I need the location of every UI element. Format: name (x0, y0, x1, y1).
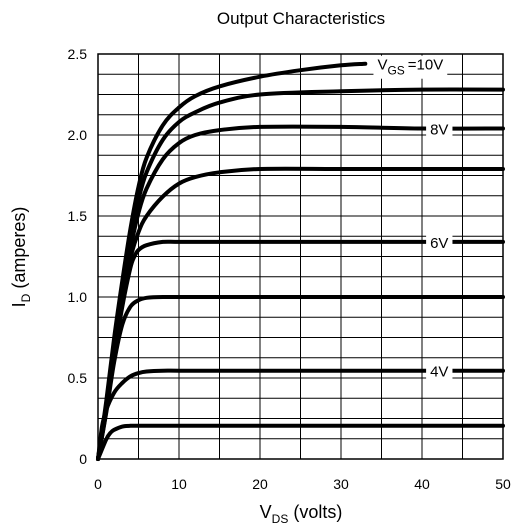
curve-label-background (426, 120, 453, 140)
curve-series-7 (96, 368, 505, 461)
x-tick-labels: 0 10 20 30 40 50 (94, 476, 511, 492)
curve-label-text: 4V (430, 364, 448, 381)
x-tick-label: 20 (252, 476, 268, 492)
x-tick-label: 50 (495, 476, 511, 492)
curve-label-text: 6V (430, 235, 448, 252)
curve-label-text: 8V (430, 122, 448, 139)
y-tick-labels: 0 0.5 1.0 1.5 2.0 2.5 (68, 46, 88, 467)
y-tick-label: 0.5 (68, 370, 88, 386)
grid (98, 54, 503, 459)
y-axis-label: ID (amperes) (9, 207, 33, 308)
x-tick-label: 30 (333, 476, 349, 492)
plot-border (97, 53, 504, 460)
curve-series-6 (96, 294, 505, 461)
y-tick-label: 1.5 (68, 208, 88, 224)
curve-labels: VGS =10V 8V 6V 4V (373, 55, 453, 382)
curve-label-6v: 6V (426, 233, 453, 253)
curve-label-background (426, 362, 453, 382)
curve-label-text: VGS =10V (377, 57, 443, 78)
curve-label-background (373, 55, 448, 79)
plot-frame (97, 53, 504, 460)
curves (96, 61, 505, 461)
y-tick-label: 0 (79, 451, 87, 467)
y-tick-label: 2.5 (68, 46, 88, 62)
curve-label-background (426, 233, 453, 253)
curve-series-8 (96, 423, 505, 461)
curve-label-8v: 8V (426, 120, 453, 140)
x-axis-label: VDS (volts) (260, 502, 343, 523)
curve-label-4v: 4V (426, 362, 453, 382)
chart-title: Output Characteristics (217, 9, 385, 28)
x-tick-label: 40 (414, 476, 430, 492)
y-tick-label: 2.0 (68, 127, 88, 143)
x-tick-label: 10 (171, 476, 187, 492)
curve-label-10v: VGS =10V (373, 55, 448, 79)
curve-series-5 (96, 239, 505, 461)
x-tick-label: 0 (94, 476, 102, 492)
y-tick-label: 1.0 (68, 289, 88, 305)
